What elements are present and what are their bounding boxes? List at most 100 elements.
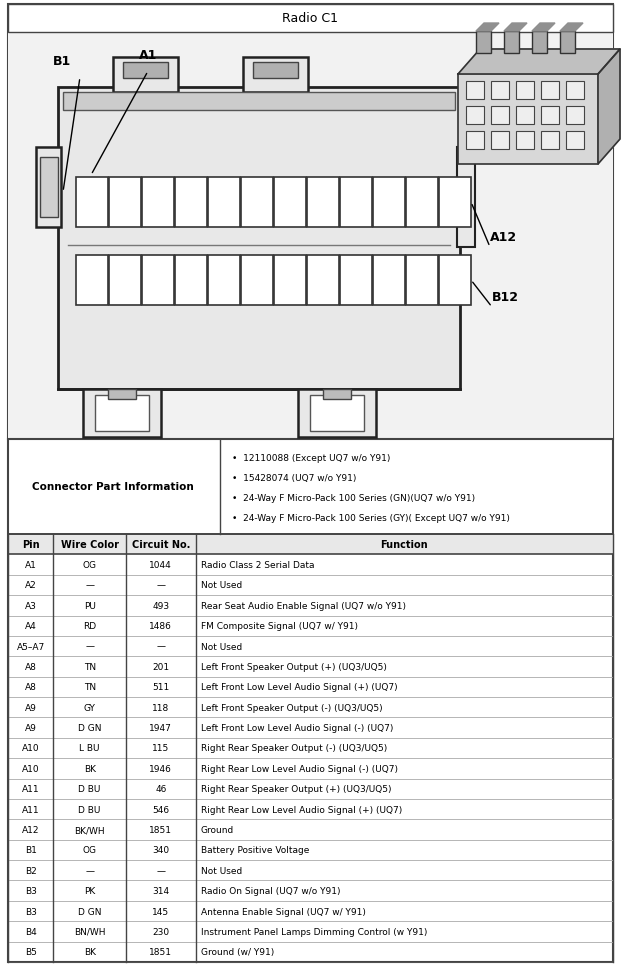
Text: A3: A3	[25, 601, 37, 610]
Text: A12: A12	[490, 231, 517, 244]
Text: Radio Class 2 Serial Data: Radio Class 2 Serial Data	[201, 560, 314, 570]
Text: 46: 46	[155, 785, 166, 794]
Bar	[476, 32, 491, 54]
Bar	[541, 107, 559, 125]
Bar	[340, 178, 372, 228]
Text: A1: A1	[139, 49, 157, 62]
Text: Right Rear Low Level Audio Signal (-) (UQ7): Right Rear Low Level Audio Signal (-) (U…	[201, 765, 397, 773]
Text: BN/WH: BN/WH	[74, 927, 106, 936]
Text: A4: A4	[25, 621, 37, 631]
Text: Function: Function	[381, 540, 428, 549]
Bar	[253, 63, 298, 78]
Text: A9: A9	[25, 703, 37, 712]
Text: GY: GY	[84, 703, 96, 712]
Bar	[541, 132, 559, 150]
Text: •  24-Way F Micro-Pack 100 Series (GN)(UQ7 w/o Y91): • 24-Way F Micro-Pack 100 Series (GN)(UQ…	[232, 493, 475, 502]
Text: 1946: 1946	[149, 765, 172, 773]
Text: A1: A1	[25, 560, 37, 570]
Text: TN: TN	[84, 662, 96, 672]
Bar	[541, 82, 559, 100]
Text: Radio C1: Radio C1	[282, 13, 338, 25]
Text: —: —	[156, 866, 165, 875]
Text: Battery Positive Voltage: Battery Positive Voltage	[201, 846, 309, 855]
Bar	[466, 107, 484, 125]
Bar	[142, 256, 174, 305]
Bar	[439, 178, 471, 228]
Text: OG: OG	[83, 846, 97, 855]
Bar	[241, 178, 273, 228]
Bar	[466, 82, 484, 100]
Text: Right Rear Speaker Output (-) (UQ3/UQ5): Right Rear Speaker Output (-) (UQ3/UQ5)	[201, 744, 387, 753]
Bar	[40, 158, 58, 218]
Text: 1044: 1044	[150, 560, 172, 570]
Text: A11: A11	[22, 805, 40, 814]
Text: Pin: Pin	[22, 540, 40, 549]
Text: D GN: D GN	[78, 724, 101, 733]
Bar	[504, 32, 519, 54]
Text: Not Used: Not Used	[201, 866, 242, 875]
Bar	[307, 178, 339, 228]
Bar	[123, 63, 168, 78]
Bar	[439, 256, 471, 305]
Text: 115: 115	[152, 744, 170, 753]
Bar	[274, 178, 306, 228]
Text: 546: 546	[152, 805, 170, 814]
Text: PU: PU	[84, 601, 96, 610]
Text: Ground (w/ Y91): Ground (w/ Y91)	[201, 948, 274, 956]
Bar	[241, 256, 273, 305]
Bar	[373, 178, 405, 228]
Text: Wire Color: Wire Color	[61, 540, 119, 549]
Text: Circuit No.: Circuit No.	[132, 540, 190, 549]
Text: Antenna Enable Signal (UQ7 w/ Y91): Antenna Enable Signal (UQ7 w/ Y91)	[201, 907, 365, 916]
Text: BK/WH: BK/WH	[75, 826, 105, 834]
Text: B12: B12	[492, 291, 519, 303]
Text: Instrument Panel Lamps Dimming Control (w Y91): Instrument Panel Lamps Dimming Control (…	[201, 927, 427, 936]
Text: 1947: 1947	[149, 724, 172, 733]
Bar	[560, 32, 575, 54]
Bar	[95, 395, 149, 431]
Text: 230: 230	[152, 927, 170, 936]
Text: Connector Part Information: Connector Part Information	[32, 482, 194, 492]
Text: B2: B2	[25, 866, 37, 875]
Text: A12: A12	[22, 826, 40, 834]
Polygon shape	[560, 24, 583, 32]
Text: Left Front Speaker Output (-) (UQ3/UQ5): Left Front Speaker Output (-) (UQ3/UQ5)	[201, 703, 382, 712]
Bar	[491, 107, 509, 125]
Text: 201: 201	[152, 662, 170, 672]
Text: BK: BK	[84, 948, 96, 956]
Bar	[76, 256, 108, 305]
Text: B4: B4	[25, 927, 37, 936]
Bar	[8, 33, 613, 440]
Text: L BU: L BU	[79, 744, 100, 753]
Bar	[373, 256, 405, 305]
Text: FM Composite Signal (UQ7 w/ Y91): FM Composite Signal (UQ7 w/ Y91)	[201, 621, 358, 631]
Polygon shape	[532, 24, 555, 32]
Bar	[113, 58, 178, 93]
Text: A9: A9	[25, 724, 37, 733]
Text: Not Used: Not Used	[201, 580, 242, 590]
Bar	[83, 390, 161, 438]
Text: •  15428074 (UQ7 w/o Y91): • 15428074 (UQ7 w/o Y91)	[232, 474, 356, 483]
Bar	[142, 178, 174, 228]
Text: •  12110088 (Except UQ7 w/o Y91): • 12110088 (Except UQ7 w/o Y91)	[232, 453, 391, 463]
Text: 493: 493	[152, 601, 170, 610]
Text: Ground: Ground	[201, 826, 233, 834]
Bar	[8, 535, 613, 555]
Text: Left Front Low Level Audio Signal (+) (UQ7): Left Front Low Level Audio Signal (+) (U…	[201, 682, 397, 692]
Polygon shape	[458, 50, 620, 75]
Text: A8: A8	[25, 662, 37, 672]
Bar	[208, 256, 240, 305]
Bar	[175, 178, 207, 228]
Text: B1: B1	[25, 846, 37, 855]
Text: A10: A10	[22, 765, 40, 773]
Text: Right Rear Low Level Audio Signal (+) (UQ7): Right Rear Low Level Audio Signal (+) (U…	[201, 805, 402, 814]
Text: •  24-Way F Micro-Pack 100 Series (GY)( Except UQ7 w/o Y91): • 24-Way F Micro-Pack 100 Series (GY)( E…	[232, 514, 510, 522]
Bar	[8, 5, 613, 33]
Bar	[274, 256, 306, 305]
Bar	[109, 256, 141, 305]
Text: 340: 340	[152, 846, 170, 855]
Text: 1851: 1851	[149, 826, 172, 834]
Text: Radio On Signal (UQ7 w/o Y91): Radio On Signal (UQ7 w/o Y91)	[201, 887, 340, 895]
Bar	[516, 82, 534, 100]
Text: Left Front Speaker Output (+) (UQ3/UQ5): Left Front Speaker Output (+) (UQ3/UQ5)	[201, 662, 386, 672]
